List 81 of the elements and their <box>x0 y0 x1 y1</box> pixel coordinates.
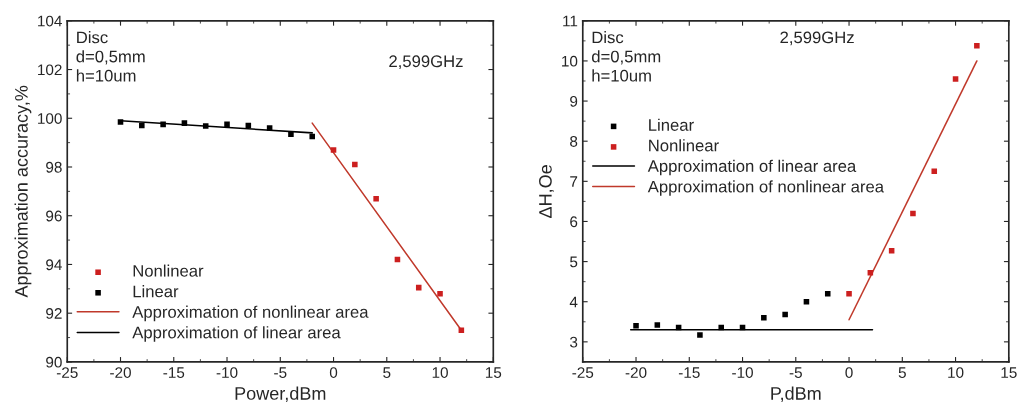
y-tick-label: 8 <box>570 136 578 147</box>
x-tick-label: 10 <box>432 367 448 378</box>
x-tick-label: 0 <box>329 367 338 378</box>
point <box>373 195 379 202</box>
point <box>352 161 358 168</box>
point <box>761 315 767 321</box>
legend-label: Nonlinear <box>649 139 719 152</box>
point <box>633 323 639 329</box>
point <box>846 290 852 297</box>
point <box>415 284 422 291</box>
y-tick-label: 7 <box>570 176 578 187</box>
point <box>888 247 895 254</box>
x-tick-label: -20 <box>625 367 647 378</box>
point <box>202 123 209 129</box>
x-tick-label: -15 <box>678 367 700 378</box>
point <box>117 119 124 125</box>
y-tick-label: 92 <box>46 308 62 319</box>
legend-label: Linear <box>133 285 179 298</box>
annotation: 2,599GHz <box>780 31 854 46</box>
x-tick-label: -25 <box>572 367 594 378</box>
point <box>697 332 703 338</box>
y-tick-label: 9 <box>570 95 578 107</box>
x-tick-label: 5 <box>383 367 391 378</box>
x-axis-title: P,dBm <box>771 386 821 402</box>
legend-label: Approximation of nonlinear area <box>647 180 885 196</box>
x-tick-label: -10 <box>732 367 753 378</box>
point <box>224 121 230 128</box>
point <box>974 42 980 49</box>
x-tick-label: -25 <box>56 367 78 378</box>
x-tick-label: -15 <box>163 367 185 378</box>
x-tick-label: 5 <box>898 367 906 378</box>
point <box>139 122 145 129</box>
point <box>309 133 316 140</box>
x-tick-label: 10 <box>948 367 964 378</box>
legend-label: Approximation of nonlinear area <box>132 305 369 322</box>
x-tick-label: 15 <box>485 367 502 378</box>
y-tick-label: 4 <box>569 296 578 308</box>
legend-label: Linear <box>649 118 694 131</box>
x-tick-label: -5 <box>274 367 287 378</box>
point <box>330 147 337 153</box>
y-tick-label: 94 <box>46 259 62 271</box>
y-tick-label: 96 <box>46 210 62 222</box>
y-tick-label: 5 <box>570 256 578 268</box>
legend-label: Approximation of linear area <box>647 159 857 176</box>
point <box>824 290 831 297</box>
point <box>181 120 188 126</box>
x-tick-label: 15 <box>1001 367 1017 378</box>
y-tick-label: 104 <box>38 15 62 27</box>
y-tick-label: 10 <box>562 55 578 67</box>
y-tick-label: 11 <box>563 15 578 27</box>
y-tick-label: 100 <box>38 113 62 124</box>
y-axis-title: Approximation accuracy,% <box>14 85 32 298</box>
y-tick-label: 90 <box>46 356 62 368</box>
y-tick-label: 98 <box>46 161 62 173</box>
x-axis-title: Power,dBm <box>235 386 326 402</box>
y-axis-title: ΔH,Oe <box>539 165 554 218</box>
annotation: Disc d=0,5mm h=10um <box>76 31 145 82</box>
legend-label: Nonlinear <box>133 264 204 277</box>
point <box>952 76 959 82</box>
point <box>931 168 938 175</box>
point <box>288 131 294 137</box>
x-tick-label: -20 <box>110 367 131 378</box>
point <box>654 322 661 328</box>
point <box>437 290 443 297</box>
point <box>867 270 874 276</box>
annotation: Disc d=0,5mm h=10um <box>591 31 661 82</box>
point <box>160 121 166 128</box>
point <box>803 298 810 305</box>
y-tick-label: 6 <box>570 216 578 228</box>
point <box>718 324 725 331</box>
y-tick-label: 102 <box>38 64 62 76</box>
x-tick-label: 0 <box>845 367 853 378</box>
annotation: 2,599GHz <box>389 55 463 70</box>
x-tick-label: -10 <box>216 367 238 378</box>
point <box>910 210 916 217</box>
point <box>458 327 465 334</box>
x-tick-label: -5 <box>789 367 802 378</box>
y-tick-label: 3 <box>569 336 578 348</box>
legend-label: Approximation of linear area <box>132 326 341 342</box>
point <box>266 125 273 131</box>
point <box>782 311 788 318</box>
